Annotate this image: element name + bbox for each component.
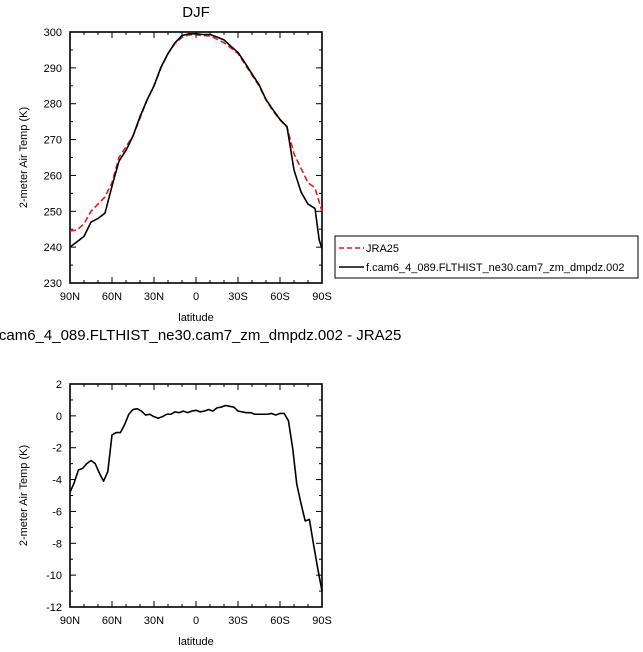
y-axis-label: 2-meter Air Temp (K) — [18, 107, 30, 208]
y-tick-label: -4 — [52, 475, 62, 487]
x-tick-label: 30N — [144, 291, 164, 303]
chart-panel-top: DJF 90N 60N 30N 0 30S 60S 90S 230 240 250 260 270 280… — [18, 4, 332, 324]
x-tick-label: 30S — [228, 615, 248, 627]
chart-title: DJF — [182, 4, 210, 21]
difference-line — [69, 404, 323, 592]
x-tick-label: 90N — [60, 615, 80, 627]
legend-entry-label: f.cam6_4_089.FLTHIST_ne30.cam7_zm_dmpdz.… — [366, 262, 624, 274]
x-tick-label: 60N — [102, 615, 122, 627]
y-axis-label: 2-meter Air Temp (K) — [18, 445, 30, 546]
y-tick-label: -12 — [46, 602, 62, 614]
y-tick-label: -8 — [52, 538, 62, 550]
x-tick-label: 60N — [102, 291, 122, 303]
y-tick-label: 290 — [44, 63, 62, 75]
y-tick-label: -10 — [46, 570, 62, 582]
y-tick-label: 270 — [44, 135, 62, 147]
x-tick-label: 90S — [312, 615, 332, 627]
plot-frame — [69, 383, 323, 608]
series-line-f-cam6-4-089-flthist-ne30-cam7-zm-dmpdz-002 — [69, 32, 323, 249]
y-tick-label: -6 — [52, 506, 62, 518]
x-tick-label: 60S — [270, 291, 290, 303]
y-tick-label: 250 — [44, 206, 62, 218]
x-axis-label: latitude — [178, 636, 213, 648]
x-tick-label: 30S — [228, 291, 248, 303]
x-tick-label: 0 — [193, 291, 199, 303]
y-tick-label: 2 — [56, 379, 62, 391]
y-tick-label: 260 — [44, 170, 62, 182]
legend-box — [334, 235, 639, 279]
x-tick-label: 90N — [60, 291, 80, 303]
y-tick-label: 230 — [44, 278, 62, 290]
chart-title: .cam6_4_089.FLTHIST_ne30.cam7_zm_dmpdz.0… — [0, 327, 401, 344]
y-tick-label: 240 — [44, 242, 62, 254]
y-tick-label: 0 — [56, 411, 62, 423]
legend-entry-label: JRA25 — [366, 243, 399, 255]
x-axis-label: latitude — [178, 312, 213, 324]
x-tick-label: 60S — [270, 615, 290, 627]
x-tick-label: 0 — [193, 615, 199, 627]
y-tick-label: -2 — [52, 443, 62, 455]
x-tick-label: 90S — [312, 291, 332, 303]
chart-legend: JRA25 f.cam6_4_089.FLTHIST_ne30.cam7_zm_d… — [334, 235, 639, 279]
y-tick-label: 280 — [44, 99, 62, 111]
y-tick-label: 300 — [44, 27, 62, 39]
chart-panel-bottom: .cam6_4_089.FLTHIST_ne30.cam7_zm_dmpdz.0… — [0, 327, 401, 648]
plot-frame — [69, 31, 323, 284]
x-tick-label: 30N — [144, 615, 164, 627]
